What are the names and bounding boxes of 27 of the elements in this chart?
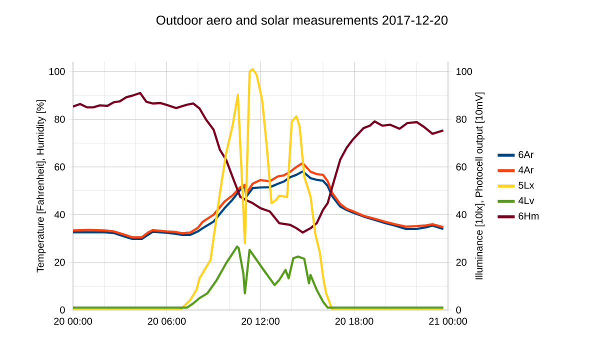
- y-tick-label: 60: [54, 163, 65, 170]
- x-tick-label: 21 00:00: [429, 318, 467, 325]
- y-tick-label: 80: [54, 116, 65, 123]
- legend-label: 6Ar: [518, 151, 534, 158]
- legend-label: 5Lx: [518, 182, 534, 189]
- legend-label: 4Lv: [518, 197, 534, 204]
- x-tick-label: 20 18:00: [335, 318, 374, 325]
- legend-label: 6Hm: [518, 212, 539, 220]
- y2-tick-label: 20: [456, 258, 466, 266]
- y-tick-label: 20: [54, 258, 65, 266]
- x-tick-label: 20 06:00: [148, 318, 186, 325]
- y2-axis-title: Illuminance [10lx], Photocell output [10mV]: [475, 92, 485, 280]
- y-tick-label: 40: [54, 211, 65, 218]
- chart-title: Outdoor aero and solar measurements 2017-12-20: [156, 15, 448, 25]
- y2-tick-label: 80: [456, 116, 466, 123]
- legend-label: 4Ar: [518, 166, 534, 174]
- x-tick-label: 20 00:00: [54, 318, 92, 325]
- y-tick-label: 100: [49, 68, 65, 76]
- y2-tick-label: 40: [456, 211, 466, 218]
- line-series: [73, 92, 444, 234]
- y-axis-title: Temperature [Fahrenheit], Humidity [%]: [36, 100, 46, 272]
- y2-tick-label: 100: [456, 68, 472, 76]
- x-tick-label: 20 12:00: [242, 318, 280, 325]
- y2-tick-label: 60: [456, 163, 466, 170]
- y-tick-label: 0: [60, 306, 65, 314]
- y2-tick-label: 0: [456, 306, 461, 314]
- line-series: [73, 68, 444, 310]
